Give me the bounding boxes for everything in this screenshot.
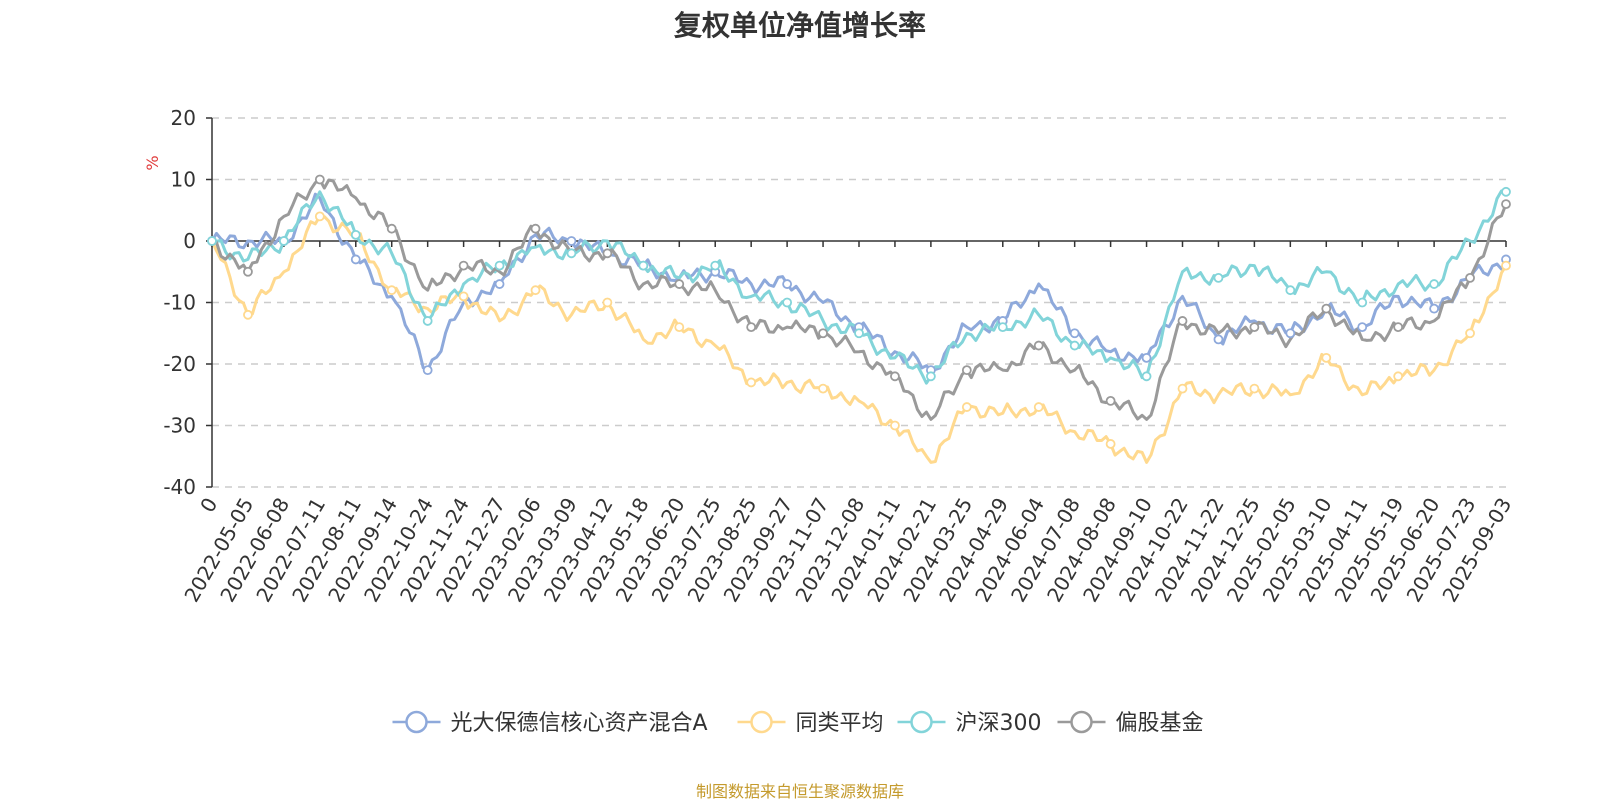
data-point <box>1069 340 1080 351</box>
data-point <box>458 260 469 271</box>
data-point <box>243 309 253 320</box>
data-point <box>314 211 325 222</box>
y-tick-labels: 20 10 0 -10 -20 -30 -40 <box>163 106 196 499</box>
data-point <box>350 254 361 265</box>
legend-marker[interactable] <box>750 710 773 734</box>
data-point <box>1177 316 1188 326</box>
series-lines <box>210 178 1508 464</box>
data-point <box>890 420 900 431</box>
data-point <box>1501 199 1511 210</box>
y-tick-label: 20 <box>171 106 196 130</box>
data-point <box>1321 352 1332 363</box>
data-point <box>494 260 505 271</box>
legend-label[interactable]: 光大保德信核心资产混合A <box>451 711 708 736</box>
series-markers <box>207 174 1511 449</box>
data-point <box>566 248 577 259</box>
data-point <box>890 371 900 382</box>
data-point <box>566 236 577 246</box>
data-point <box>674 279 685 289</box>
x-tick-labels: 02022-05-052022-06-082022-07-112022-08-1… <box>179 494 1516 607</box>
data-point <box>1465 328 1475 339</box>
data-point <box>386 223 397 234</box>
data-point <box>638 260 649 271</box>
data-point <box>1033 402 1044 412</box>
legend-label[interactable]: 沪深300 <box>956 711 1042 736</box>
data-point <box>1501 186 1511 197</box>
y-axis-unit: % <box>143 155 162 170</box>
legend: 光大保德信核心资产混合A 同类平均 沪深300 偏股基金 <box>392 710 1204 736</box>
data-point <box>746 377 757 388</box>
data-point <box>818 383 828 394</box>
legend-marker[interactable] <box>1070 710 1093 734</box>
data-point <box>1249 383 1260 394</box>
data-point <box>1141 352 1152 363</box>
data-point <box>1213 272 1224 283</box>
data-point <box>854 328 864 339</box>
data-point <box>1285 285 1296 296</box>
legend-label[interactable]: 偏股基金 <box>1116 711 1204 736</box>
data-point <box>386 285 397 296</box>
data-point <box>1105 395 1116 406</box>
data-point <box>350 229 361 240</box>
data-point <box>1393 371 1404 382</box>
data-point <box>997 322 1008 333</box>
data-point <box>961 402 972 412</box>
data-point <box>1177 383 1188 394</box>
data-point <box>1357 297 1368 308</box>
data-point <box>818 328 828 339</box>
data-point <box>1501 260 1511 271</box>
y-tick-label: 10 <box>171 168 196 192</box>
data-point <box>1393 322 1404 333</box>
series-line <box>211 189 1507 385</box>
data-point <box>746 322 757 333</box>
y-tick-label: -10 <box>163 291 196 315</box>
data-point <box>494 279 505 289</box>
grid-lines <box>212 117 1506 488</box>
y-tick-label: -30 <box>163 414 196 438</box>
data-point <box>1357 322 1368 333</box>
data-point <box>1429 279 1440 289</box>
legend-label[interactable]: 同类平均 <box>796 711 884 736</box>
data-point <box>1321 303 1332 314</box>
data-point <box>1033 340 1044 351</box>
data-point <box>1249 322 1260 333</box>
y-tick-label: -20 <box>163 352 196 376</box>
data-point <box>782 297 793 308</box>
data-point <box>602 297 613 308</box>
legend-marker[interactable] <box>405 710 428 734</box>
data-point <box>243 266 253 277</box>
data-point <box>1285 328 1296 339</box>
data-point <box>207 236 217 246</box>
data-point <box>530 285 541 296</box>
data-point <box>1213 334 1224 345</box>
data-point <box>782 279 793 289</box>
data-source-note: 制图数据来自恒生聚源数据库 <box>695 782 904 801</box>
y-tick-label: 0 <box>183 229 196 253</box>
data-point <box>925 371 936 382</box>
data-point <box>710 260 721 271</box>
data-point <box>458 291 469 302</box>
data-point <box>278 236 289 246</box>
data-point <box>1429 303 1440 314</box>
legend-marker[interactable] <box>910 710 933 734</box>
data-point <box>530 223 541 234</box>
series-line <box>211 178 1508 421</box>
data-point <box>1105 439 1116 449</box>
data-point <box>674 322 685 333</box>
data-point <box>422 316 433 326</box>
data-point <box>961 365 972 376</box>
data-point <box>314 174 325 185</box>
y-tick-label: -40 <box>163 475 196 499</box>
data-point <box>1465 272 1475 283</box>
series-line <box>210 214 1508 464</box>
x-tick-label: 0 <box>195 494 222 517</box>
chart-title: 复权单位净值增长率 <box>673 9 926 42</box>
data-point <box>1141 371 1152 382</box>
data-point <box>602 248 613 259</box>
data-point <box>422 365 433 376</box>
data-point <box>1069 328 1080 339</box>
